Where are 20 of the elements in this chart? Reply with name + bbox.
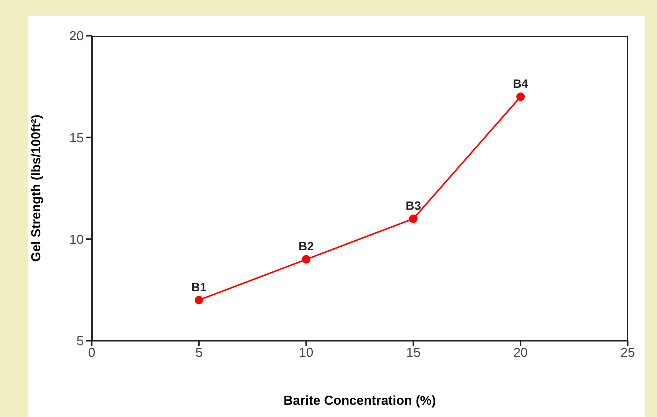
y-tick-label: 15: [70, 130, 84, 146]
y-tick-label: 20: [70, 28, 84, 44]
annotation: B2: [298, 240, 314, 254]
x-tick-label: 25: [620, 345, 636, 360]
y-axis-title: Gel Strength (lbs/100ft²): [28, 114, 44, 262]
y-tick-label: 5: [76, 334, 84, 349]
x-tick-label: 15: [406, 345, 421, 360]
point: [302, 255, 311, 264]
point: [409, 214, 418, 224]
annotation: B4: [513, 77, 529, 91]
x-tick-label: 0: [88, 345, 96, 360]
x-tick-label: 20: [514, 345, 528, 360]
y-tick-label: 10: [70, 232, 84, 247]
x-tick-label: 5: [196, 345, 203, 360]
x-axis-title: Barite Concentration (%): [284, 393, 436, 408]
annotation: B3: [406, 199, 422, 213]
point: [194, 296, 204, 305]
point: [516, 92, 526, 102]
x-tick-label: 10: [299, 345, 314, 360]
annotation: B1: [192, 280, 208, 294]
